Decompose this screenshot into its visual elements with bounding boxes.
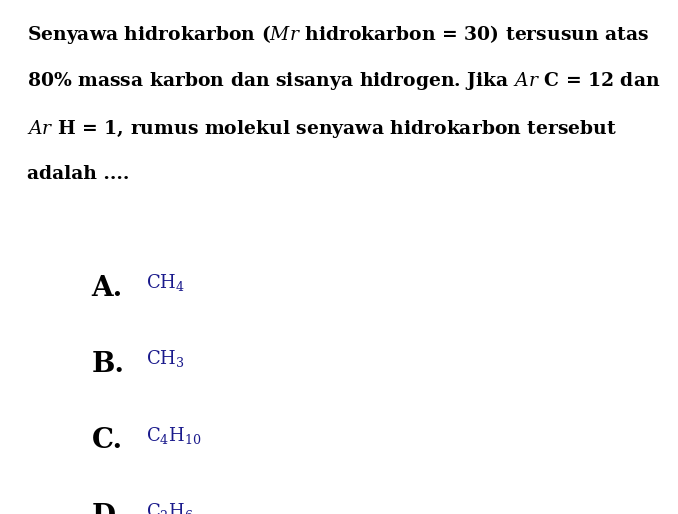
Text: $\mathrm{CH_4}$: $\mathrm{CH_4}$ (146, 272, 185, 293)
Text: B.: B. (92, 351, 125, 378)
Text: $\mathrm{C_4H_{10}}$: $\mathrm{C_4H_{10}}$ (146, 425, 201, 446)
Text: $\mathrm{C_2H_6}$: $\mathrm{C_2H_6}$ (146, 501, 193, 514)
Text: adalah ....: adalah .... (27, 165, 129, 183)
Text: $\mathrm{CH_3}$: $\mathrm{CH_3}$ (146, 348, 184, 370)
Text: C.: C. (92, 427, 123, 454)
Text: $\mathit{Ar}$ H = 1, rumus molekul senyawa hidrokarbon tersebut: $\mathit{Ar}$ H = 1, rumus molekul senya… (27, 118, 617, 140)
Text: Senyawa hidrokarbon ($\mathit{Mr}$ hidrokarbon = 30) tersusun atas: Senyawa hidrokarbon ($\mathit{Mr}$ hidro… (27, 23, 649, 46)
Text: A.: A. (92, 275, 123, 302)
Text: D.: D. (92, 503, 124, 514)
Text: 80% massa karbon dan sisanya hidrogen. Jika $\mathit{Ar}$ C = 12 dan: 80% massa karbon dan sisanya hidrogen. J… (27, 70, 660, 93)
